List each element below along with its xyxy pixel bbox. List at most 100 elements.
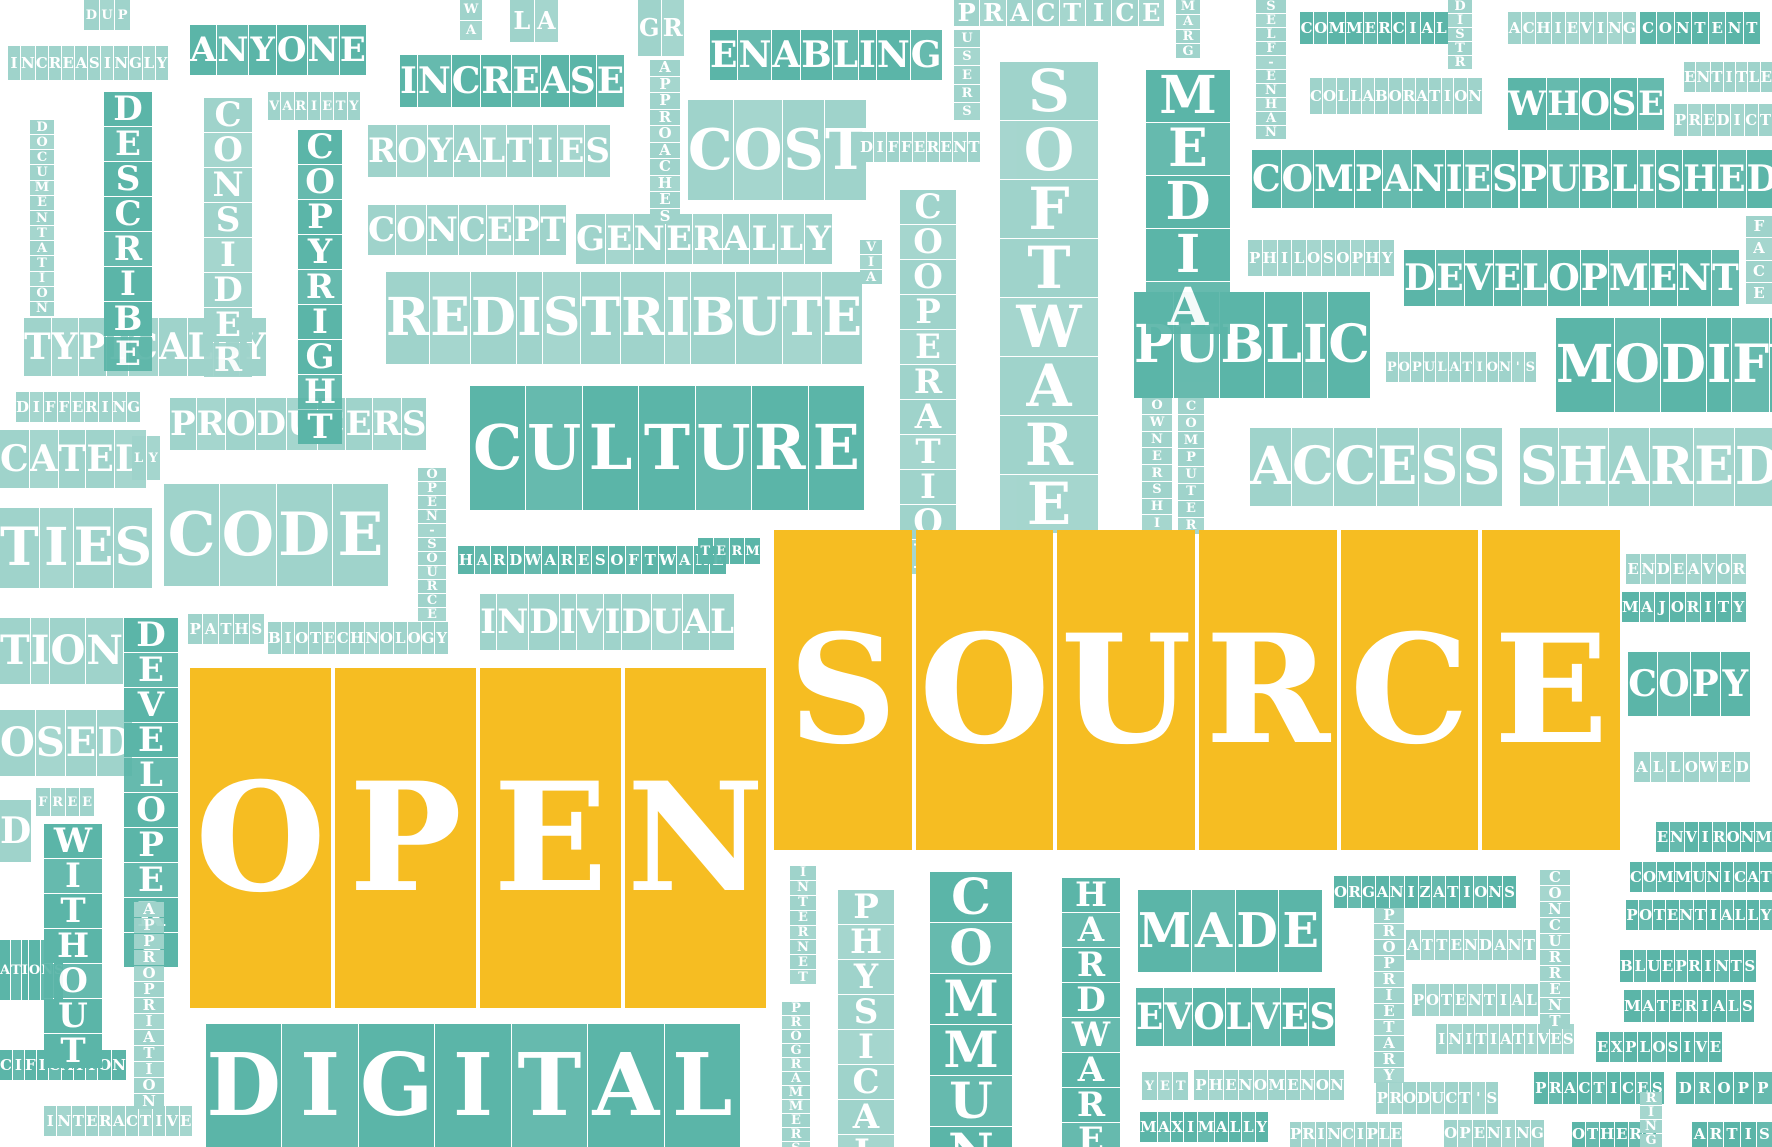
cloud-word-cooperation: COOPERATION [900, 190, 956, 574]
cloud-word-population-s: P O P U L A T I O N ' S [1386, 352, 1537, 382]
cloud-word-ownership: OWNERSHIP [1142, 398, 1172, 549]
cloud-word-modify: MODIFY [1556, 318, 1772, 412]
cloud-word-d: D [0, 800, 32, 862]
cloud-word-programmers: PROGRAMMERS [782, 1002, 810, 1147]
cloud-word-developers: DEVELOPERS [124, 618, 178, 967]
cloud-word-physical: PHYSICAL [838, 890, 894, 1147]
cloud-word-community: COMMUNITY [930, 872, 1012, 1147]
cloud-word-hardwaresoftware: HARDWARESOFTWARE [458, 546, 726, 574]
cloud-word-product-s: P R O D U C T ' S [1376, 1082, 1498, 1114]
